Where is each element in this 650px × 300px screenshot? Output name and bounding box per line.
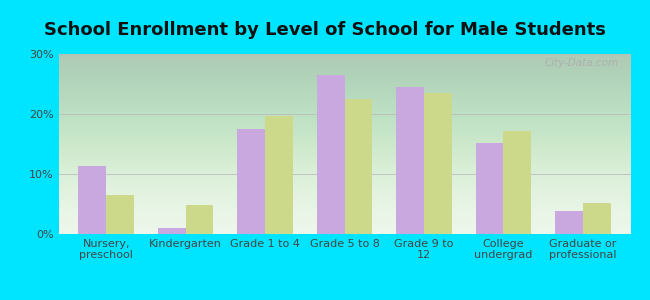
Bar	[186, 205, 213, 234]
Bar	[476, 143, 503, 234]
Bar	[317, 75, 345, 234]
Bar	[158, 228, 186, 234]
Bar	[106, 195, 134, 234]
Bar	[265, 116, 293, 234]
Bar	[79, 166, 106, 234]
Bar	[555, 211, 583, 234]
Bar	[503, 131, 531, 234]
Text: City-Data.com: City-Data.com	[545, 58, 619, 68]
Bar	[396, 87, 424, 234]
Bar	[583, 203, 610, 234]
Bar	[424, 93, 452, 234]
Bar	[237, 129, 265, 234]
Bar	[344, 99, 372, 234]
Text: School Enrollment by Level of School for Male Students: School Enrollment by Level of School for…	[44, 21, 606, 39]
